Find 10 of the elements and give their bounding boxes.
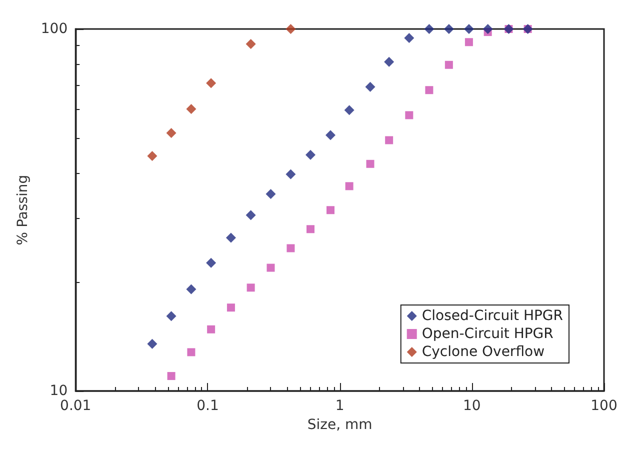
legend-label: Closed-Circuit HPGR — [422, 308, 564, 324]
x-tick-label: 0.1 — [196, 398, 219, 414]
x-tick-label: 10 — [462, 398, 481, 414]
legend-label: Cyclone Overflow — [422, 344, 545, 360]
x-tick-label: 0.01 — [60, 398, 92, 414]
legend-label: Open-Circuit HPGR — [422, 326, 554, 342]
y-axis-title: % Passing — [15, 174, 31, 246]
x-tick-label: 1 — [335, 398, 344, 414]
x-axis-title: Size, mm — [307, 416, 372, 433]
x-tick-label: 100 — [590, 398, 618, 414]
